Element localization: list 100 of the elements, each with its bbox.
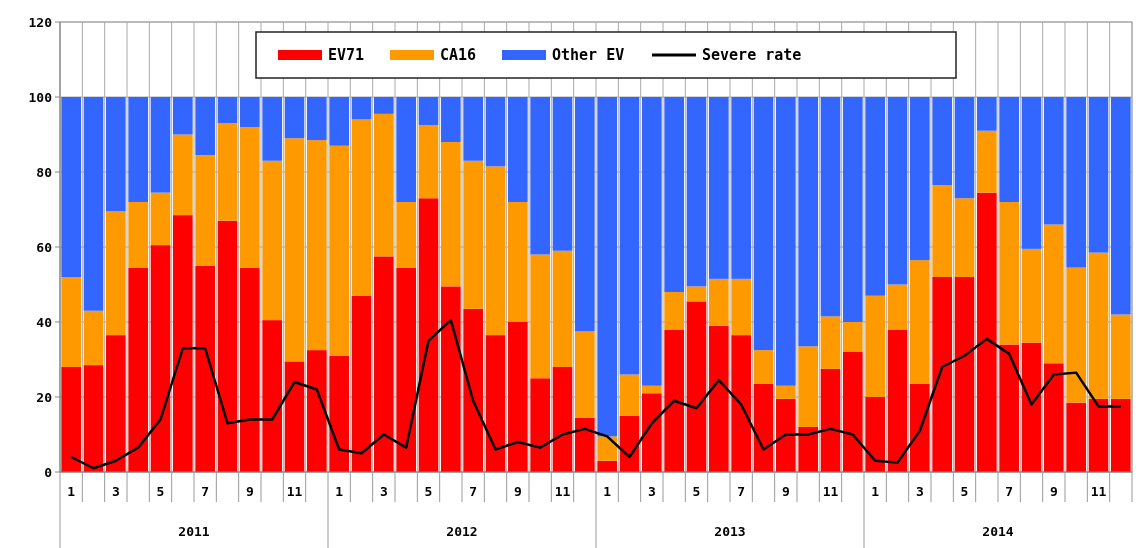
bar xyxy=(485,335,506,472)
y-tick-label: 60 xyxy=(36,239,53,255)
bar xyxy=(1088,398,1109,472)
bar xyxy=(485,97,506,167)
text: 2014 xyxy=(982,524,1014,539)
bar xyxy=(150,245,171,472)
bar xyxy=(843,97,863,322)
legend-label: Severe rate xyxy=(702,46,802,65)
bar xyxy=(1088,252,1109,399)
bar xyxy=(284,97,305,139)
bar xyxy=(1044,97,1064,225)
x-tick-label: 3 xyxy=(379,484,388,499)
bar xyxy=(642,393,662,472)
bar xyxy=(954,277,975,472)
bar xyxy=(731,278,751,336)
bar xyxy=(106,211,126,336)
bar xyxy=(865,397,885,472)
bar xyxy=(999,97,1019,202)
bar xyxy=(418,198,439,472)
bar xyxy=(865,295,885,397)
bar xyxy=(798,346,818,427)
bar xyxy=(374,97,394,114)
bar xyxy=(128,97,148,202)
bar xyxy=(575,417,595,472)
x-tick-label: 1 xyxy=(67,484,76,499)
bar xyxy=(396,267,416,472)
x-tick-label: 5 xyxy=(156,484,165,499)
bar xyxy=(999,344,1019,472)
bar xyxy=(709,278,729,326)
bar xyxy=(217,123,238,221)
bar xyxy=(753,383,774,472)
bar xyxy=(329,145,349,356)
bar xyxy=(195,97,215,156)
bar xyxy=(284,361,305,472)
bar xyxy=(240,267,260,472)
x-tick-label: 11 xyxy=(554,484,571,499)
x-tick-label: 3 xyxy=(647,484,656,499)
bar xyxy=(1044,224,1064,364)
bar xyxy=(619,97,640,375)
bar xyxy=(530,97,550,255)
bar xyxy=(753,97,774,351)
text: 2011 xyxy=(178,524,210,539)
x-tick-label: 3 xyxy=(111,484,120,499)
bar xyxy=(106,97,126,212)
bar xyxy=(128,202,148,268)
y-tick-label: 40 xyxy=(36,314,53,330)
bar xyxy=(977,97,997,131)
bar xyxy=(820,368,841,472)
x-tick-label: 11 xyxy=(286,484,303,499)
bar xyxy=(999,202,1019,345)
bar xyxy=(753,350,774,384)
bar xyxy=(887,97,908,285)
bar xyxy=(441,97,461,142)
bar xyxy=(83,365,104,472)
bar xyxy=(932,97,952,186)
bar xyxy=(731,335,751,472)
line-series xyxy=(69,318,1123,470)
bar xyxy=(83,310,104,366)
bar xyxy=(686,97,707,287)
bar xyxy=(351,119,372,296)
bar xyxy=(664,97,684,292)
bar xyxy=(686,301,707,472)
bar xyxy=(83,97,104,311)
bar xyxy=(642,385,662,394)
bar xyxy=(61,367,81,472)
bar xyxy=(1111,97,1131,315)
bar xyxy=(128,267,148,472)
x-tick-label: 9 xyxy=(245,484,254,499)
bar xyxy=(731,97,751,279)
bar xyxy=(530,254,550,379)
bar xyxy=(396,202,416,268)
text: 2012 xyxy=(446,524,478,539)
bar xyxy=(508,202,528,322)
bar xyxy=(418,97,439,126)
bar xyxy=(932,277,952,472)
bar xyxy=(61,277,81,367)
bar xyxy=(217,97,238,124)
bar xyxy=(597,436,617,461)
bar xyxy=(150,192,171,246)
bar xyxy=(1021,342,1042,472)
bar xyxy=(351,97,372,120)
x-tick-label: 1 xyxy=(603,484,612,499)
bar xyxy=(686,286,707,302)
bar xyxy=(776,398,796,472)
bar xyxy=(374,256,394,472)
bar xyxy=(1066,402,1086,472)
bar xyxy=(195,265,215,472)
bar xyxy=(820,316,841,369)
x-tick-label: 1 xyxy=(871,484,880,499)
bar xyxy=(954,198,975,277)
x-tick-label: 7 xyxy=(737,484,746,499)
bar xyxy=(798,97,818,347)
y-tick-label: 80 xyxy=(36,164,53,180)
bar xyxy=(351,295,372,472)
x-tick-label: 3 xyxy=(915,484,924,499)
bar xyxy=(329,97,349,146)
bar xyxy=(1066,97,1086,268)
bar xyxy=(240,127,260,268)
bar xyxy=(262,160,282,321)
bar xyxy=(776,385,796,399)
